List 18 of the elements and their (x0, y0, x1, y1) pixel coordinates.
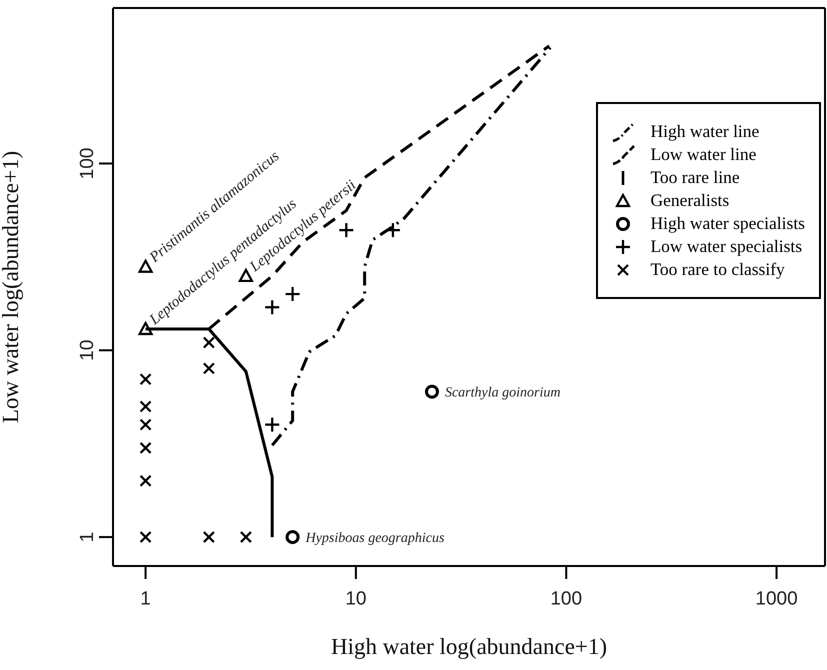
legend-label: High water line (650, 120, 760, 143)
legend-label: Too rare line (650, 166, 740, 189)
legend-label: High water specialists (650, 212, 805, 235)
legend-label: Low water specialists (650, 235, 802, 258)
y-axis-title: Low water log(abundance+1) (0, 150, 24, 424)
x-axis-title: High water log(abundance+1) (330, 634, 608, 659)
y-tick-label: 100 (77, 148, 98, 180)
x-tick-label: 10 (345, 588, 366, 610)
x-tick-label: 1 (140, 588, 151, 610)
annotation: Scarthyla goinorium (444, 386, 560, 401)
annotation: Hypsiboas geographicus (304, 531, 445, 546)
y-tick-label: 10 (77, 340, 98, 361)
legend-label: Generalists (650, 189, 730, 212)
legend-label: Low water line (650, 143, 756, 166)
x-tick-label: 1000 (755, 588, 798, 610)
x-tick-label: 100 (550, 588, 582, 610)
legend-label: Too rare to classify (650, 258, 785, 281)
y-tick-label: 1 (77, 532, 98, 542)
